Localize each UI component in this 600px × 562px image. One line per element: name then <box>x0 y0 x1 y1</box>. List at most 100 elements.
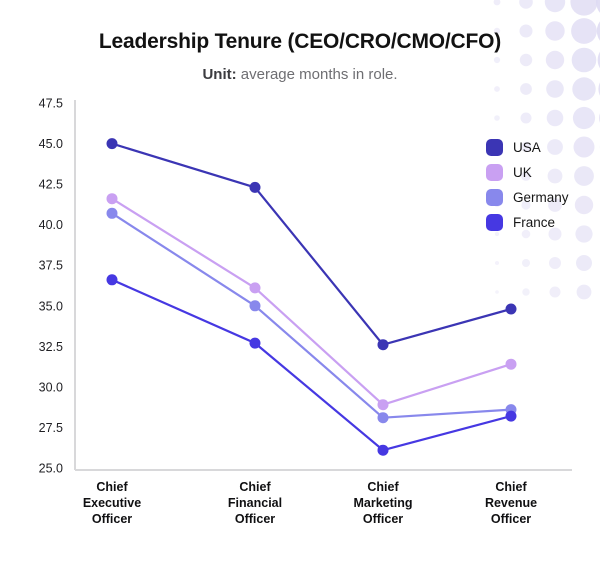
data-point <box>505 410 517 422</box>
decor-dot <box>522 259 530 267</box>
y-tick-label: 37.5 <box>39 259 63 273</box>
y-tick-label: 40.0 <box>39 218 63 232</box>
subtitle-unit-label: Unit: <box>202 66 237 83</box>
decor-dot <box>549 286 561 298</box>
decor-dot <box>547 168 563 184</box>
legend: USA UK Germany France <box>486 139 569 231</box>
decor-dot <box>572 106 596 130</box>
decor-dot <box>494 86 500 92</box>
decor-dot <box>520 141 532 153</box>
decor-dot <box>494 231 500 237</box>
x-category-label: Chief Revenue Officer <box>485 480 537 526</box>
decor-dot <box>570 0 598 16</box>
series-line <box>110 212 513 419</box>
decor-dot <box>519 53 533 67</box>
decor-dot <box>574 195 594 215</box>
x-category-labels: Chief Executive Officer Chief Financial Offic… <box>83 480 537 526</box>
legend-item-germany: Germany <box>486 189 569 206</box>
series-uk <box>106 193 517 411</box>
x-category-label: Chief Marketing Officer <box>353 480 412 526</box>
decor-dot <box>519 0 533 9</box>
axes <box>74 100 572 471</box>
legend-swatch <box>486 189 503 206</box>
legend-label: France <box>513 215 556 230</box>
data-point <box>377 339 389 351</box>
series-france <box>106 274 517 456</box>
halftone-dots-decor <box>493 0 600 300</box>
decor-dot <box>521 229 531 239</box>
y-tick-label: 35.0 <box>39 299 63 313</box>
decor-dot <box>545 21 565 41</box>
series-usa <box>106 138 517 351</box>
x-category-label: Chief Financial Officer <box>228 480 282 526</box>
decor-dot <box>548 198 562 212</box>
decor-dot <box>493 56 501 64</box>
data-point <box>249 300 261 312</box>
legend-item-france: France <box>486 214 569 231</box>
decor-dot <box>521 200 531 210</box>
y-tick-label: 30.0 <box>39 380 63 394</box>
decor-dot <box>573 136 595 158</box>
decor-dot <box>547 139 563 155</box>
decor-dot <box>572 77 596 101</box>
chart-title: Leadership Tenure (CEO/CRO/CMO/CFO) <box>98 30 502 53</box>
legend-swatch <box>486 214 503 231</box>
data-point <box>249 337 261 349</box>
data-point <box>106 274 118 286</box>
decor-dot <box>493 27 501 35</box>
decor-dot <box>520 83 532 95</box>
decor-dot <box>545 50 565 70</box>
legend-label: Germany <box>513 190 569 205</box>
series-line <box>110 197 513 406</box>
data-point <box>505 358 517 370</box>
data-point <box>505 303 517 315</box>
x-category-label: Chief Executive Officer <box>83 480 141 526</box>
decor-dot <box>548 227 562 241</box>
y-tick-label: 27.5 <box>39 421 63 435</box>
y-tick-labels: 25.0 27.5 30.0 32.5 35.0 37.5 40.0 42.5 45.0 47.5 <box>39 97 63 476</box>
legend-item-usa: USA <box>486 139 569 156</box>
decor-dot <box>549 257 561 269</box>
decor-dot <box>546 109 564 127</box>
data-point <box>377 412 389 424</box>
y-tick-label: 45.0 <box>39 137 63 151</box>
legend-label: UK <box>513 165 532 180</box>
chart-subtitle: Unit: average months in role. <box>0 66 600 83</box>
decor-dot <box>519 24 533 38</box>
y-tick-label: 32.5 <box>39 340 63 354</box>
legend-swatch <box>486 164 503 181</box>
legend-label: USA <box>513 140 541 155</box>
series-line <box>110 142 513 346</box>
data-point <box>106 207 118 219</box>
decor-dot <box>576 284 592 300</box>
data-point <box>106 193 118 205</box>
decor-dot <box>493 0 501 6</box>
decor-dot <box>571 18 597 44</box>
data-point <box>106 138 118 150</box>
data-point <box>377 399 389 411</box>
decor-dot <box>495 261 499 265</box>
data-point <box>249 282 261 294</box>
y-tick-label: 47.5 <box>39 97 63 111</box>
decor-dot <box>495 290 499 294</box>
y-tick-label: 25.0 <box>39 462 63 476</box>
series-line <box>110 278 513 452</box>
legend-swatch <box>486 139 503 156</box>
data-point <box>377 444 389 456</box>
decor-dot <box>575 225 593 243</box>
decor-dot <box>574 166 594 186</box>
decor-dot <box>544 0 566 13</box>
decor-dot <box>546 80 564 98</box>
decor-dot <box>522 288 530 296</box>
decor-dot <box>521 171 531 181</box>
data-point <box>249 181 261 193</box>
decor-dot <box>520 112 532 124</box>
decor-dot <box>596 21 600 41</box>
decor-dot <box>597 51 600 69</box>
subtitle-unit-text: average months in role. <box>236 66 398 83</box>
legend-item-uk: UK <box>486 164 569 181</box>
decor-dot <box>576 255 592 271</box>
decor-dot <box>494 115 500 121</box>
tenure-line-chart: 25.0 27.5 30.0 32.5 35.0 37.5 40.0 42.5 45.0 47.5… <box>39 97 572 526</box>
